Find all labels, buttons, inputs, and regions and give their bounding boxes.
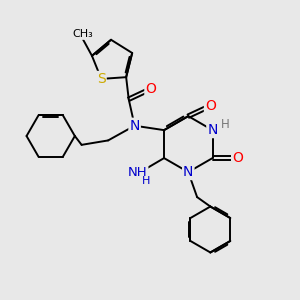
Text: CH₃: CH₃ xyxy=(73,29,94,39)
Text: N: N xyxy=(183,165,194,179)
Text: N: N xyxy=(207,123,218,137)
Text: S: S xyxy=(97,72,106,86)
Text: O: O xyxy=(146,82,156,96)
Text: O: O xyxy=(232,151,243,165)
Text: H: H xyxy=(142,176,151,186)
Text: N: N xyxy=(129,119,140,133)
Text: NH: NH xyxy=(128,166,147,179)
Text: O: O xyxy=(205,99,216,113)
Text: H: H xyxy=(220,118,229,131)
